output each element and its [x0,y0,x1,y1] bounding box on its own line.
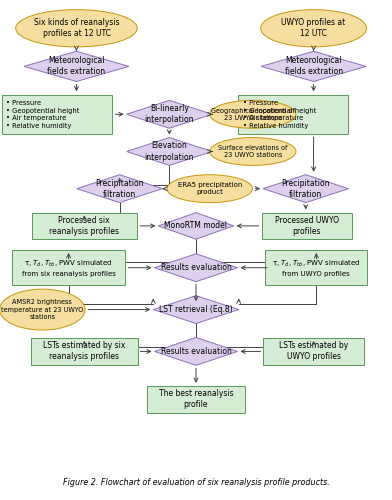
FancyBboxPatch shape [238,94,348,134]
Ellipse shape [261,10,367,47]
Text: The best reanalysis
profile: The best reanalysis profile [159,390,233,409]
Polygon shape [127,100,212,128]
Text: Meteorological
fields extration: Meteorological fields extration [47,56,105,76]
Ellipse shape [16,10,137,47]
Text: Elevation
interpolation: Elevation interpolation [145,142,194,162]
Ellipse shape [210,138,296,166]
FancyBboxPatch shape [263,338,364,364]
Text: Surface elevations of
23 UWYO stations: Surface elevations of 23 UWYO stations [218,144,287,158]
Text: τ, $T_d$, $T_{tb}$, PWV simulated
from UWYO profiles: τ, $T_d$, $T_{tb}$, PWV simulated from U… [272,259,361,276]
Ellipse shape [210,100,296,128]
FancyBboxPatch shape [2,94,112,134]
Text: Geographical locations of
23 UWYO stations: Geographical locations of 23 UWYO statio… [211,108,295,121]
Polygon shape [158,212,234,239]
Text: • Pressure
• Geopotential height
• Air temperature
• Relative humidity: • Pressure • Geopotential height • Air t… [6,100,80,128]
Text: Six kinds of reanalysis
profiles at 12 UTC: Six kinds of reanalysis profiles at 12 U… [34,18,119,38]
Polygon shape [154,254,238,281]
Text: ERA5 precipitation
product: ERA5 precipitation product [178,182,242,196]
Text: Meteorological
fields extration: Meteorological fields extration [285,56,343,76]
Text: • Pressure
• Geopotential height
• Air temperature
• Relative humidity: • Pressure • Geopotential height • Air t… [243,100,316,128]
Text: LSTs estimated by
UWYO profiles: LSTs estimated by UWYO profiles [279,342,348,361]
Polygon shape [153,296,239,324]
Text: LSTs estimated by six
reanalysis profiles: LSTs estimated by six reanalysis profile… [43,342,125,361]
Text: MonoRTM model: MonoRTM model [165,222,227,230]
Text: UWYO profiles at
12 UTC: UWYO profiles at 12 UTC [281,18,346,38]
Text: Processed UWYO
profiles: Processed UWYO profiles [275,216,339,236]
Ellipse shape [0,289,85,330]
FancyBboxPatch shape [12,250,125,285]
Text: Precipitation
filtration: Precipitation filtration [281,178,330,199]
Polygon shape [77,174,162,203]
FancyBboxPatch shape [32,212,137,239]
Text: Results evaluation: Results evaluation [161,347,231,356]
Polygon shape [24,52,129,82]
Text: LST retrieval (Eq.8): LST retrieval (Eq.8) [159,305,233,314]
FancyBboxPatch shape [265,250,367,285]
Polygon shape [263,174,348,203]
Text: τ, $T_d$, $T_{tb}$, PWV simulated
from six reanalysis profiles: τ, $T_d$, $T_{tb}$, PWV simulated from s… [22,259,116,276]
FancyBboxPatch shape [31,338,138,364]
Text: Figure 2. Flowchart of evaluation of six reanalysis profile products.: Figure 2. Flowchart of evaluation of six… [63,478,329,487]
Text: Bi-linearly
interpolation: Bi-linearly interpolation [145,104,194,124]
Polygon shape [127,138,212,166]
Polygon shape [154,338,238,365]
Polygon shape [261,52,366,82]
Text: Processed six
reanalysis profiles: Processed six reanalysis profiles [49,216,119,236]
FancyBboxPatch shape [262,212,352,239]
Text: AMSR2 brightness
temperature at 23 UWYO
stations: AMSR2 brightness temperature at 23 UWYO … [1,299,83,320]
Text: Results evaluation: Results evaluation [161,263,231,272]
FancyBboxPatch shape [147,386,245,412]
Text: Precipitation
filtration: Precipitation filtration [95,178,144,199]
Ellipse shape [167,174,252,203]
